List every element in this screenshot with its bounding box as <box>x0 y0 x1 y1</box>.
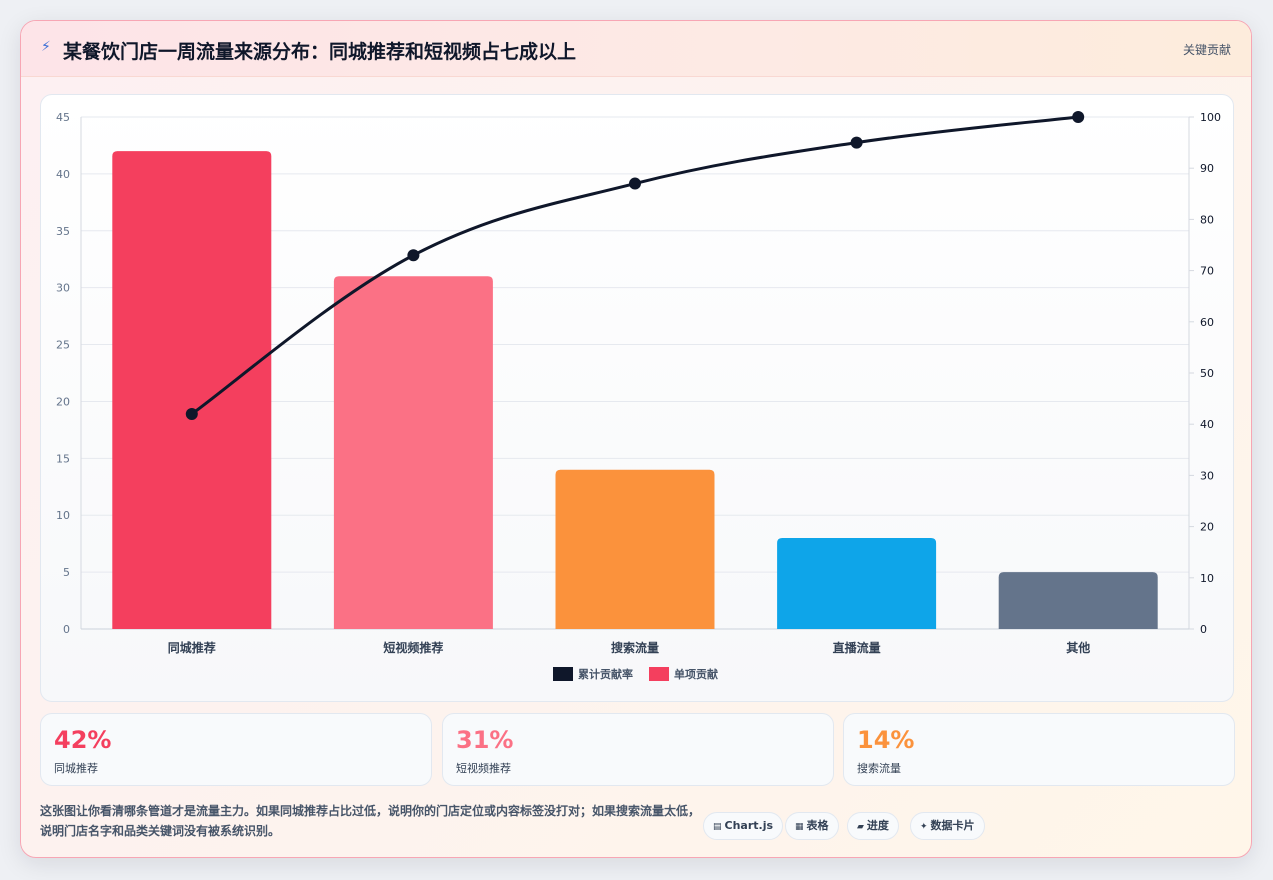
bar-0 <box>112 151 272 629</box>
kpi-label: 搜索流量 <box>857 762 901 775</box>
y-right-tick-label: 60 <box>1200 316 1214 329</box>
y-left-tick-label: 20 <box>56 395 70 408</box>
y-left-tick-label: 5 <box>63 566 70 579</box>
page-title: 某餐饮门店一周流量来源分布：同城推荐和短视频占七成以上 <box>63 41 577 63</box>
cumulative-point-2 <box>629 177 641 190</box>
y-right-tick-label: 30 <box>1200 469 1214 482</box>
chart-footnote: 这张图让你看清哪条管道才是流量主力。如果同城推荐占比过低，说明你的门店定位或内容… <box>40 804 701 838</box>
cumulative-point-0 <box>185 407 198 420</box>
legend-swatch <box>649 667 669 681</box>
cumulative-point-1 <box>407 249 420 262</box>
x-tick-label: 搜索流量 <box>611 640 659 655</box>
y-left-tick-label: 15 <box>56 452 70 465</box>
y-right-tick-label: 20 <box>1200 521 1214 534</box>
kpi-value: 42% <box>54 726 112 754</box>
cumulative-line <box>190 115 1079 416</box>
kpi-value: 31% <box>456 726 514 754</box>
bar-4 <box>998 572 1158 629</box>
x-tick-label: 短视频推荐 <box>383 640 443 655</box>
y-left-tick-label: 45 <box>56 111 70 124</box>
y-left-tick-label: 10 <box>56 509 70 522</box>
header-label: 关键贡献 <box>1182 43 1231 57</box>
main-card: ⚡ 某餐饮门店一周流量来源分布：同城推荐和短视频占七成以上 关键贡献 0 5 10 1… <box>20 20 1252 858</box>
kpi-card-0: 42% 同城推荐 <box>40 713 432 786</box>
kpi-label: 同城推荐 <box>54 762 98 775</box>
chart-panel: 0 5 10 15 20 25 30 35 40 45 0 10 20 30 40 50 60 70 80 90 100… <box>40 94 1234 702</box>
kpi-card-1: 31% 短视频推荐 <box>442 713 834 786</box>
tag-data-cards[interactable]: ✦ 数据卡片 <box>910 812 985 840</box>
x-tick-label: 同城推荐 <box>168 640 216 655</box>
y-left-tick-label: 25 <box>56 339 70 352</box>
kpi-card-2: 14% 搜索流量 <box>843 713 1235 786</box>
progress-icon: ▰ <box>857 822 864 832</box>
bar-2 <box>555 469 715 629</box>
y-right-tick-label: 70 <box>1200 265 1214 278</box>
y-left-tick-label: 35 <box>56 225 70 238</box>
y-right-tick-label: 0 <box>1200 623 1207 636</box>
tag-table[interactable]: ▦ 表格 <box>785 812 839 840</box>
legend-swatch <box>553 667 573 681</box>
y-left-tick-label: 40 <box>56 168 70 181</box>
bar-3 <box>777 537 937 629</box>
cumulative-point-3 <box>850 136 863 149</box>
x-tick-label: 直播流量 <box>833 640 881 655</box>
table-icon: ▦ <box>795 822 804 832</box>
bar-1 <box>333 276 493 629</box>
sparkle-icon: ✦ <box>920 822 928 832</box>
chart-icon: ▤ <box>713 822 722 832</box>
y-right-tick-label: 100 <box>1200 111 1221 124</box>
cumulative-point-4 <box>1072 111 1085 123</box>
y-right-tick-label: 10 <box>1200 572 1214 585</box>
tag-progress[interactable]: ▰ 进度 <box>847 812 899 840</box>
y-left-tick-label: 30 <box>56 282 70 295</box>
card-header: ⚡ 某餐饮门店一周流量来源分布：同城推荐和短视频占七成以上 关键贡献 <box>21 21 1251 77</box>
y-right-tick-label: 40 <box>1200 418 1214 431</box>
y-right-tick-label: 90 <box>1200 162 1214 175</box>
pareto-chart: 0 5 10 15 20 25 30 35 40 45 0 10 20 30 40 50 60 70 80 90 100… <box>56 111 1221 681</box>
tag-chartjs[interactable]: ▤ Chart.js <box>703 812 784 840</box>
legend-label: 单项贡献 <box>674 667 718 681</box>
lightning-icon: ⚡ <box>41 39 51 55</box>
x-tick-label: 其他 <box>1066 640 1090 655</box>
kpi-value: 14% <box>857 726 915 754</box>
y-right-tick-label: 80 <box>1200 213 1214 226</box>
kpi-label: 短视频推荐 <box>456 762 511 775</box>
y-left-tick-label: 0 <box>63 623 70 636</box>
legend-label: 累计贡献率 <box>578 667 633 681</box>
y-right-tick-label: 50 <box>1200 367 1214 380</box>
